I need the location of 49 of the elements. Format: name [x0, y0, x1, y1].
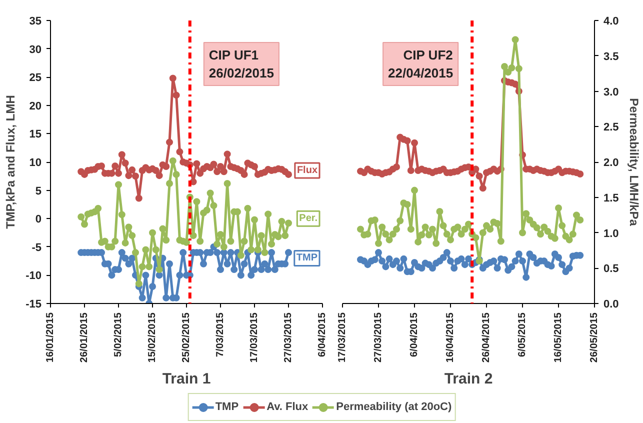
x-tick-label: 25/02/2015 — [181, 312, 192, 363]
y-tick-label: 5 — [35, 185, 42, 198]
y-tick-label: 30 — [29, 44, 42, 56]
y-tick-label: 10 — [29, 157, 42, 169]
y2-tick-label: 3.5 — [604, 50, 619, 63]
y-tick-label: -10 — [26, 270, 42, 282]
y2-tick-label: 2.0 — [604, 157, 619, 169]
x-tick-label: 16/04/2015 — [445, 312, 456, 363]
x-tick-label: 6/04/2015 — [409, 312, 420, 357]
y2-tick-label: 0.0 — [604, 298, 619, 310]
x-axis-title: Train 1 — [162, 370, 211, 388]
y-tick-label: -15 — [26, 298, 42, 310]
y2-axis-title: Permeability, LMH/kPa — [626, 98, 641, 226]
x-tick-label: 6/05/2015 — [517, 312, 528, 357]
annotation: TMP — [296, 252, 318, 264]
y-tick-label: 20 — [29, 100, 42, 112]
x-tick-label: 16/01/2015 — [45, 312, 56, 363]
y2-tick-label: 3.0 — [604, 86, 619, 98]
legend-label: Permeability (at 20oC) — [336, 400, 452, 412]
x-axis-title: Train 2 — [444, 370, 493, 388]
y-tick-label: 35 — [29, 16, 42, 28]
ref-line-label: CIP UF2 22/04/2015 — [388, 48, 454, 80]
legend-label: TMP — [215, 400, 239, 412]
ref-line-label: CIP UF1 26/02/2015 — [208, 48, 274, 80]
y2-tick-label: 4.0 — [604, 16, 619, 28]
y-tick-label: 15 — [29, 128, 42, 141]
y2-tick-label: 1.0 — [604, 228, 619, 240]
y2-tick-label: 1.5 — [604, 192, 619, 204]
y2-tick-label: 2.5 — [604, 122, 619, 134]
y-axis-title: TMP,kPa and Flux, LMH — [4, 95, 18, 229]
x-tick-label: 27/03/2015 — [283, 312, 294, 363]
annotation: Flux — [296, 164, 318, 176]
x-tick-label: 27/03/2015 — [373, 312, 384, 363]
x-tick-label: 17/03/2015 — [249, 312, 260, 363]
x-tick-label: 26/01/2015 — [79, 312, 90, 363]
y-tick-label: 25 — [29, 72, 42, 84]
x-tick-label: 7/03/2015 — [215, 312, 226, 357]
x-tick-label: 26/05/2015 — [589, 312, 600, 363]
x-tick-label: 16/05/2015 — [553, 312, 564, 363]
x-tick-label: 6/04/2015 — [317, 312, 328, 357]
x-tick-label: 26/04/2015 — [481, 312, 492, 363]
y-tick-label: 0 — [35, 214, 42, 226]
y2-tick-label: 0.5 — [604, 263, 619, 276]
x-tick-label: 15/02/2015 — [147, 312, 158, 363]
y-tick-label: -5 — [32, 242, 42, 254]
legend-label: Av. Flux — [266, 400, 308, 412]
x-tick-label: 5/02/2015 — [113, 312, 124, 357]
x-tick-label: 17/03/2015 — [337, 312, 348, 363]
annotation: Per. — [299, 213, 318, 224]
